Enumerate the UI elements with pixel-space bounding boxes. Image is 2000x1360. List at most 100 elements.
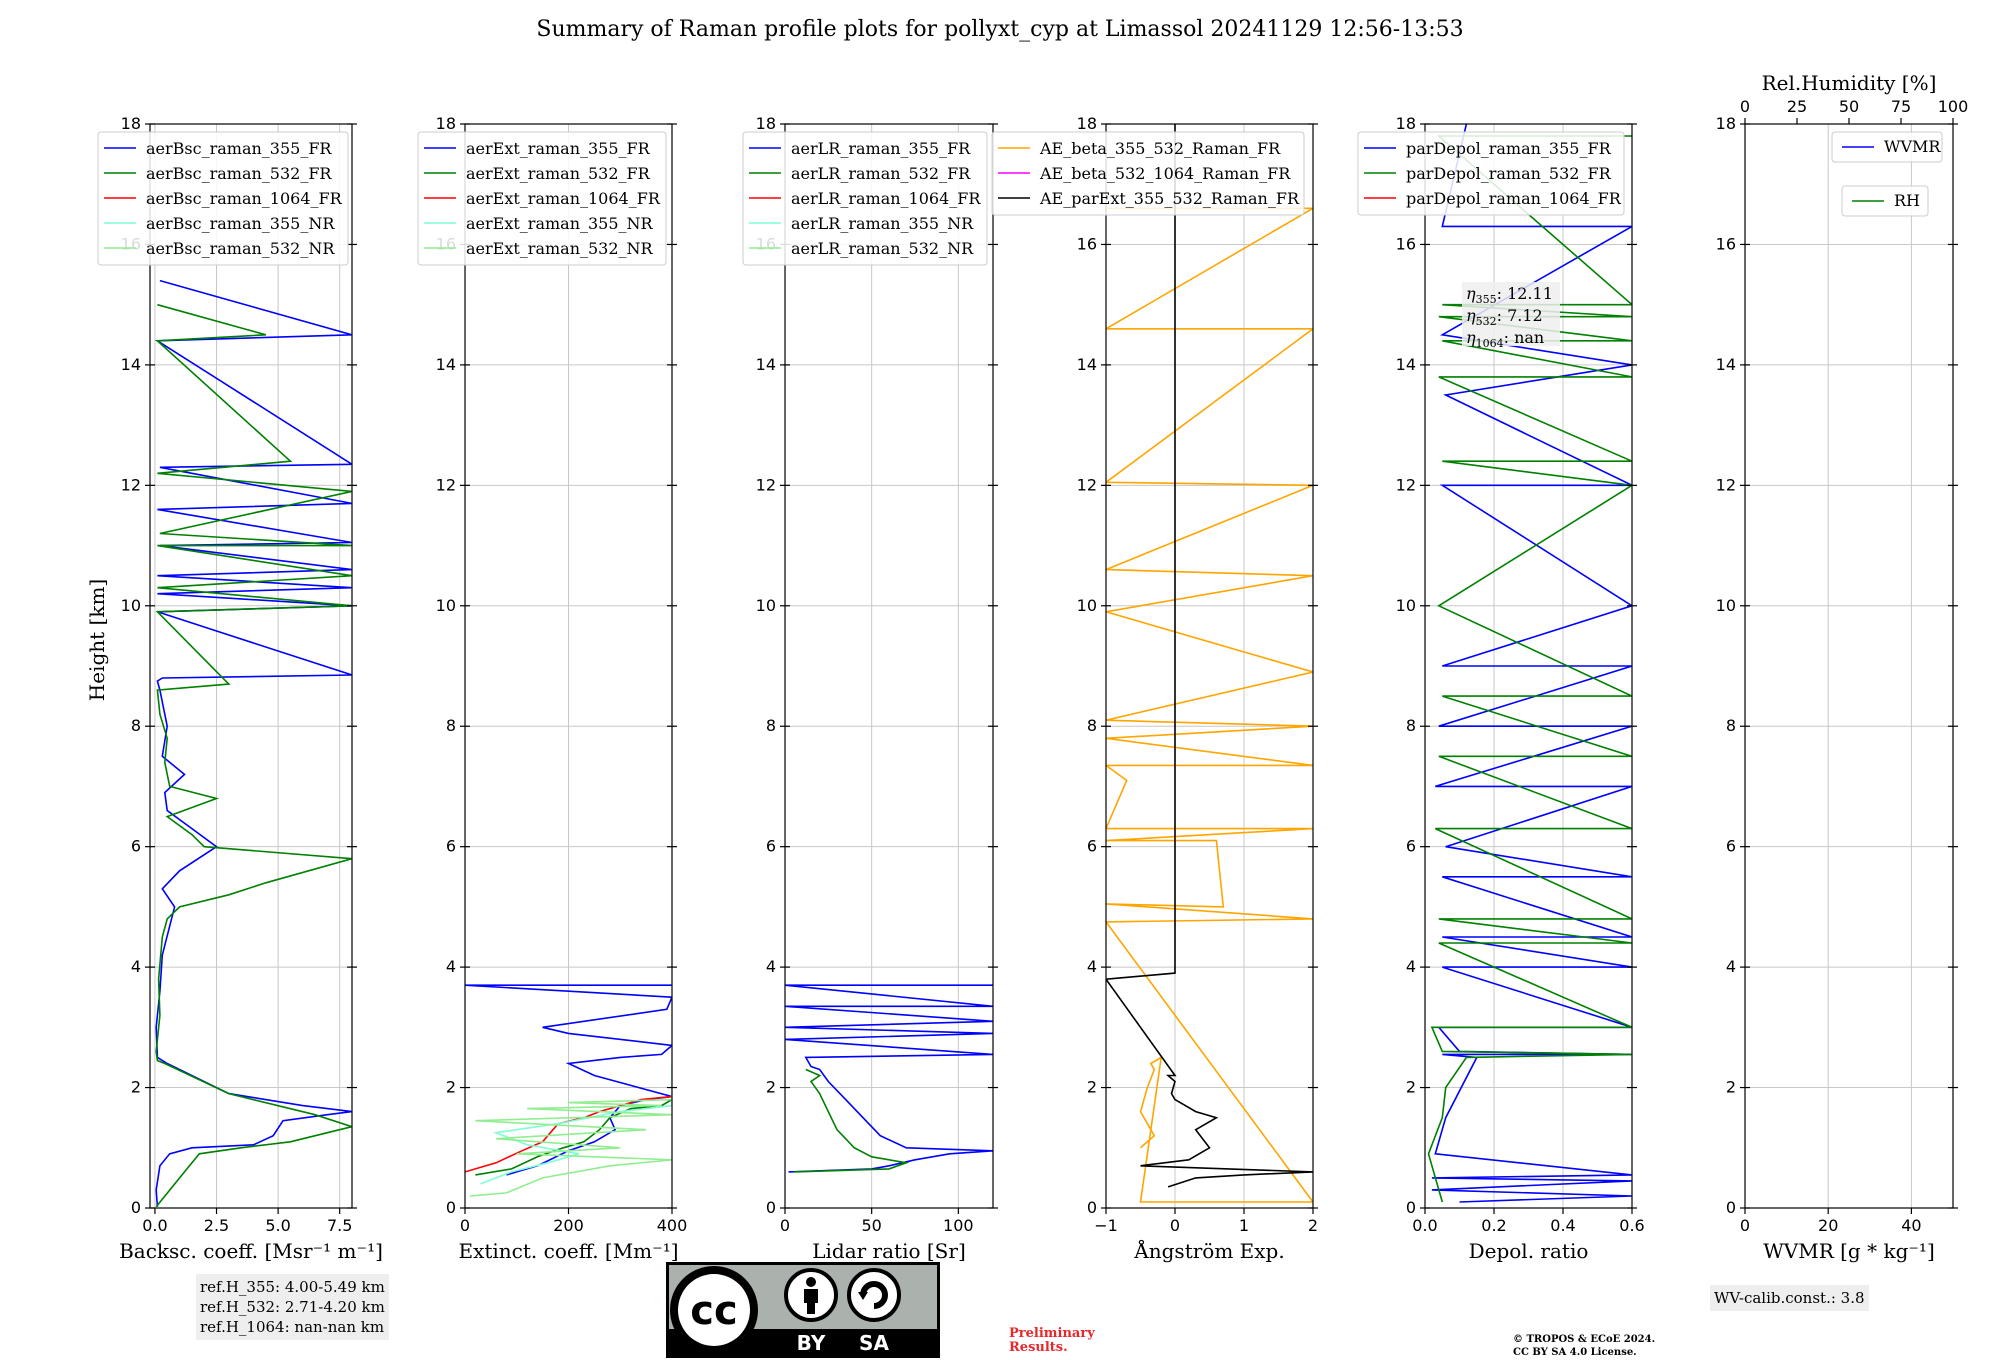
legend-label: aerExt_raman_532_FR bbox=[466, 164, 651, 183]
preliminary-note: Preliminary Results. bbox=[1009, 1327, 1095, 1355]
y-tick-label: 12 bbox=[121, 475, 141, 494]
legend-label: aerLR_raman_355_NR bbox=[791, 214, 974, 233]
legend-label: RH bbox=[1894, 191, 1920, 210]
wv-calib-box: WV-calib.const.: 3.8 bbox=[1710, 1285, 1869, 1311]
y-tick-label: 0 bbox=[1087, 1198, 1097, 1217]
y-tick-label: 6 bbox=[446, 837, 456, 856]
series-line-aerExt_raman_532_NR bbox=[470, 1098, 672, 1197]
y-tick-label: 6 bbox=[766, 837, 776, 856]
y-tick-label: 18 bbox=[121, 114, 141, 133]
by-icon-legs bbox=[807, 1303, 815, 1314]
x-tick-label: −1 bbox=[1094, 1216, 1118, 1235]
y-tick-label: 2 bbox=[446, 1078, 456, 1097]
y-tick-label: 6 bbox=[1406, 837, 1416, 856]
x-tick-label: 0 bbox=[780, 1216, 790, 1235]
x-tick-label: 0 bbox=[1740, 1216, 1750, 1235]
x-tick-label: 400 bbox=[657, 1216, 688, 1235]
axes-frame bbox=[784, 123, 994, 1209]
x-axis-label: WVMR [g * kg⁻¹] bbox=[1763, 1239, 1935, 1263]
y-tick-label: 10 bbox=[1077, 596, 1097, 615]
eta-box bbox=[1462, 282, 1560, 346]
y-tick-label: 14 bbox=[436, 355, 456, 374]
y-tick-label: 4 bbox=[131, 957, 141, 976]
top-x-tick-label: 75 bbox=[1891, 97, 1911, 116]
y-tick-label: 18 bbox=[756, 114, 776, 133]
y-tick-label: 16 bbox=[1716, 234, 1736, 253]
y-tick-label: 4 bbox=[1087, 957, 1097, 976]
legend: aerExt_raman_355_FR aerExt_raman_532_FRae… bbox=[417, 131, 667, 266]
sa-icon bbox=[847, 1268, 901, 1322]
y-tick-label: 18 bbox=[1077, 114, 1097, 133]
legend-label: aerExt_raman_532_NR bbox=[466, 239, 654, 258]
ref-height-1064: ref.H_1064: nan-nan km bbox=[200, 1318, 385, 1336]
x-tick-label: 200 bbox=[553, 1216, 584, 1235]
y-tick-label: 6 bbox=[1087, 837, 1097, 856]
series-group bbox=[154, 279, 352, 1208]
legend-label: AE_beta_532_1064_Raman_FR bbox=[1039, 164, 1291, 183]
legend-label: aerLR_raman_532_FR bbox=[791, 164, 971, 183]
legend-label: aerExt_raman_355_FR bbox=[466, 139, 651, 158]
x-axis-label: Extinct. coeff. [Mm⁻¹] bbox=[458, 1239, 678, 1263]
series-line-aerExt_raman_355_NR bbox=[480, 1063, 672, 1185]
y-tick-label: 16 bbox=[1396, 234, 1416, 253]
series-line-AE_parExt_355_532_Raman_FR bbox=[1106, 124, 1313, 1188]
y-tick-label: 12 bbox=[1077, 475, 1097, 494]
series-line-aerExt_raman_355_FR bbox=[465, 984, 672, 1176]
series-group bbox=[1106, 124, 1313, 1203]
series-line-aerBsc_raman_355_FR bbox=[154, 279, 352, 1207]
y-tick-label: 0 bbox=[766, 1198, 776, 1217]
legend-label: AE_parExt_355_532_Raman_FR bbox=[1039, 189, 1300, 208]
legend-wvmr: WVMR bbox=[1831, 131, 1943, 163]
axes-frame bbox=[1744, 123, 1954, 1209]
figure-title: Summary of Raman profile plots for polly… bbox=[536, 17, 1463, 42]
legend: parDepol_raman_355_FR parDepol_raman_532_… bbox=[1357, 131, 1625, 216]
cc-icon: cc bbox=[690, 1288, 737, 1334]
legend-box bbox=[1357, 131, 1625, 216]
by-label: BY bbox=[797, 1331, 826, 1355]
legend-label: aerBsc_raman_532_NR bbox=[146, 239, 335, 258]
x-axis-label: Lidar ratio [Sr] bbox=[812, 1239, 966, 1263]
by-icon-body bbox=[804, 1289, 818, 1303]
top-x-tick-label: 25 bbox=[1787, 97, 1807, 116]
x-tick-label: 0.2 bbox=[1481, 1216, 1506, 1235]
y-tick-label: 2 bbox=[1087, 1078, 1097, 1097]
x-tick-label: 0.0 bbox=[142, 1216, 167, 1235]
y-tick-label: 6 bbox=[1726, 837, 1736, 856]
top-x-tick-label: 0 bbox=[1740, 97, 1750, 116]
y-tick-label: 0 bbox=[446, 1198, 456, 1217]
x-tick-label: 2.5 bbox=[204, 1216, 229, 1235]
y-tick-label: 18 bbox=[1716, 114, 1736, 133]
sa-icon-arrow bbox=[860, 1281, 888, 1309]
series-line-aerExt_raman_532_FR bbox=[475, 1098, 672, 1176]
legend: aerLR_raman_355_FR aerLR_raman_532_FR aerL… bbox=[742, 131, 988, 266]
panel-5: 0 2 4 6 8 10 12 14 16 18 0.0 0.2 0.4 0.6 Depol. ratio p… bbox=[1357, 114, 1645, 1263]
y-tick-label: 14 bbox=[1716, 355, 1736, 374]
legend-label: aerBsc_raman_1064_FR bbox=[146, 189, 343, 208]
y-tick-label: 12 bbox=[1716, 475, 1736, 494]
series-line-aerLR_raman_532_FR bbox=[793, 1068, 910, 1173]
y-tick-label: 18 bbox=[436, 114, 456, 133]
eta-label: η1064: nan bbox=[1466, 328, 1544, 350]
panel-3: 024681012141618050100Lidar ratio [Sr]aer… bbox=[742, 114, 998, 1263]
x-tick-label: 0 bbox=[460, 1216, 470, 1235]
y-tick-label: 10 bbox=[121, 596, 141, 615]
by-icon-head bbox=[806, 1277, 816, 1287]
series-line-AE_beta_355_532_Raman_FR bbox=[1106, 207, 1313, 1203]
legend-box bbox=[742, 131, 988, 266]
legend-label: aerLR_raman_355_FR bbox=[791, 139, 971, 158]
y-tick-label: 18 bbox=[1396, 114, 1416, 133]
y-tick-label: 2 bbox=[766, 1078, 776, 1097]
x-tick-label: 40 bbox=[1901, 1216, 1921, 1235]
top-x-axis-label: Rel.Humidity [%] bbox=[1762, 71, 1937, 95]
legend-label: parDepol_raman_1064_FR bbox=[1406, 189, 1622, 208]
legend-label: aerExt_raman_1064_FR bbox=[466, 189, 661, 208]
series-group bbox=[465, 984, 672, 1197]
legend: aerBsc_raman_355_FR aerBsc_raman_532_FRae… bbox=[97, 131, 349, 266]
y-tick-label: 4 bbox=[766, 957, 776, 976]
legend-label: aerExt_raman_355_NR bbox=[466, 214, 654, 233]
y-tick-label: 10 bbox=[756, 596, 776, 615]
